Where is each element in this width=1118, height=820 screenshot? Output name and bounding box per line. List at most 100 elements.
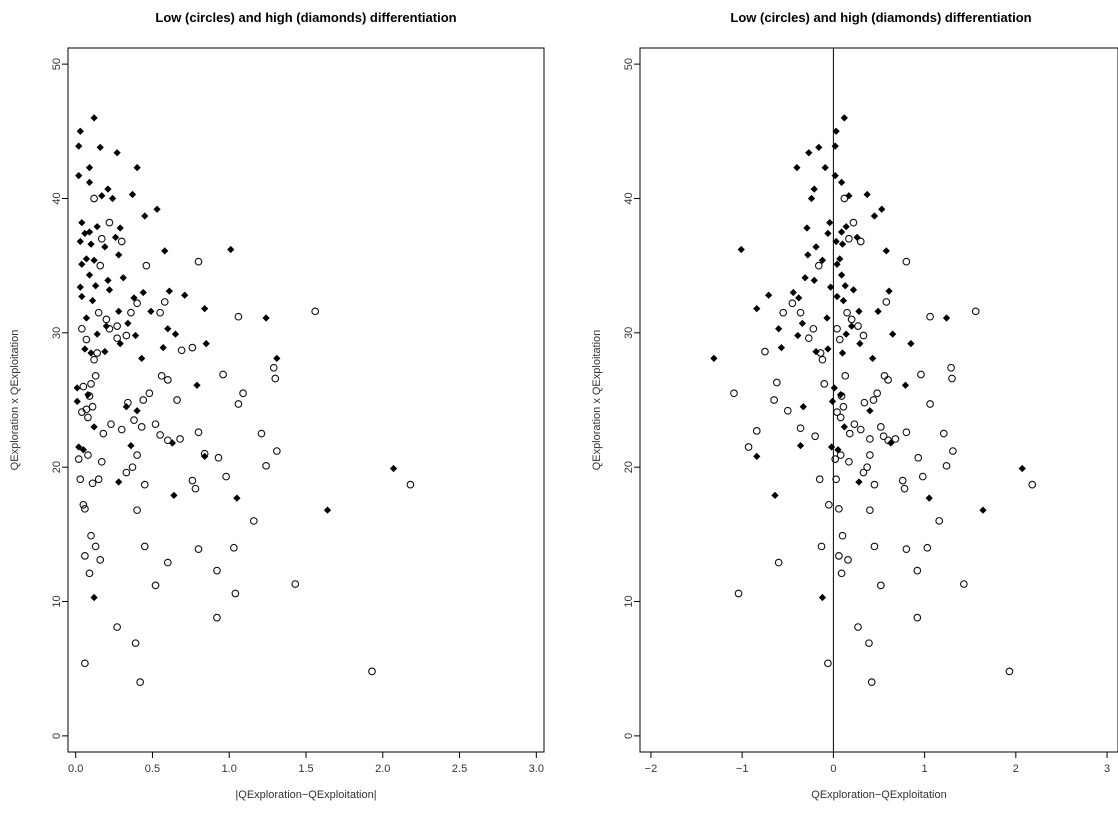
- y-tick-label: 50: [51, 58, 63, 70]
- data-point-diamond: [841, 282, 849, 290]
- data-point-circle: [122, 468, 131, 477]
- data-point-circle: [94, 308, 103, 317]
- data-point-circle: [88, 402, 97, 411]
- data-point-diamond: [831, 142, 839, 150]
- data-point-circle: [902, 257, 911, 266]
- data-point-circle: [133, 506, 141, 515]
- data-point-circle: [140, 480, 149, 489]
- data-point-circle: [923, 543, 932, 552]
- data-point-circle: [117, 425, 126, 434]
- data-point-diamond: [821, 163, 829, 172]
- x-tick-label: 2: [1013, 763, 1019, 775]
- data-point-diamond: [79, 446, 87, 454]
- data-point-diamond: [273, 354, 281, 362]
- data-point-diamond: [85, 228, 94, 236]
- data-point-circle: [818, 355, 827, 364]
- data-point-circle: [959, 580, 968, 588]
- data-point-diamond: [76, 237, 84, 246]
- data-point-circle: [900, 484, 909, 493]
- data-point-diamond: [796, 442, 805, 450]
- data-point-diamond: [153, 205, 161, 213]
- data-point-circle: [136, 678, 145, 686]
- data-point-circle: [194, 257, 203, 266]
- data-point-diamond: [92, 282, 100, 290]
- data-point-circle: [918, 472, 927, 481]
- data-point-diamond: [170, 491, 178, 500]
- data-point-circle: [262, 461, 270, 470]
- data-point-circle: [102, 315, 111, 324]
- data-point-diamond: [76, 283, 84, 291]
- data-point-diamond: [164, 325, 172, 333]
- y-axis-label: QExploration x QExploitation: [591, 330, 603, 471]
- data-point-circle: [836, 451, 845, 459]
- data-point-circle: [1028, 480, 1037, 489]
- data-point-diamond: [82, 314, 91, 322]
- data-point-diamond: [836, 255, 844, 263]
- data-point-circle: [833, 408, 841, 416]
- data-point-diamond: [85, 163, 94, 172]
- data-point-circle: [866, 451, 874, 459]
- data-point-circle: [137, 423, 146, 431]
- data-point-diamond: [925, 494, 933, 502]
- data-point-circle: [406, 480, 415, 489]
- data-point-circle: [79, 500, 88, 509]
- data-point-circle: [163, 375, 172, 384]
- data-point-diamond: [193, 381, 201, 389]
- data-point-circle: [913, 566, 922, 575]
- data-point-circle: [879, 432, 888, 441]
- x-tick-label: 3.0: [529, 763, 544, 775]
- x-axis-label: |QExploration−QExploitation|: [235, 789, 376, 801]
- data-point-circle: [870, 480, 879, 489]
- data-point-diamond: [824, 229, 832, 238]
- data-point-diamond: [810, 185, 818, 193]
- data-point-circle: [865, 639, 873, 648]
- data-point-diamond: [842, 223, 850, 231]
- data-point-diamond: [753, 452, 761, 461]
- data-point-circle: [824, 500, 833, 509]
- data-point-circle: [91, 371, 100, 380]
- data-point-diamond: [840, 423, 848, 431]
- data-point-circle: [79, 382, 88, 391]
- data-point-circle: [947, 363, 955, 372]
- data-point-circle: [271, 374, 280, 383]
- data-point-diamond: [127, 442, 135, 450]
- data-point-circle: [866, 435, 874, 443]
- data-point-diamond: [798, 319, 806, 328]
- y-tick-label: 40: [51, 192, 63, 204]
- data-point-circle: [140, 542, 149, 551]
- data-point-circle: [113, 322, 121, 330]
- y-tick-label: 10: [623, 595, 635, 607]
- data-point-diamond: [882, 247, 890, 255]
- data-point-circle: [835, 551, 843, 560]
- plot-frame: [639, 47, 1118, 753]
- data-point-circle: [311, 307, 320, 316]
- data-point-diamond: [75, 142, 83, 150]
- data-point-diamond: [824, 345, 832, 353]
- data-point-diamond: [885, 287, 893, 295]
- data-point-diamond: [108, 194, 117, 203]
- x-tick-label: 3: [1104, 763, 1110, 775]
- data-point-diamond: [818, 256, 827, 264]
- data-point-circle: [836, 413, 845, 422]
- data-point-circle: [839, 402, 848, 411]
- data-point-diamond: [181, 291, 189, 299]
- data-point-diamond: [838, 240, 847, 248]
- data-point-circle: [142, 261, 151, 270]
- data-point-circle: [234, 400, 243, 408]
- data-point-circle: [856, 425, 865, 434]
- data-point-circle: [891, 435, 900, 443]
- data-point-diamond: [262, 314, 270, 322]
- data-point-circle: [843, 308, 851, 317]
- data-point-circle: [77, 324, 86, 333]
- data-point-diamond: [119, 274, 127, 282]
- data-point-diamond: [104, 185, 112, 193]
- data-point-circle: [866, 506, 874, 515]
- data-point-diamond: [171, 330, 180, 338]
- data-point-circle: [96, 556, 105, 564]
- data-point-diamond: [901, 381, 910, 389]
- data-point-diamond: [979, 506, 987, 514]
- data-point-diamond: [85, 271, 94, 279]
- data-point-circle: [845, 457, 853, 466]
- data-point-diamond: [96, 143, 104, 152]
